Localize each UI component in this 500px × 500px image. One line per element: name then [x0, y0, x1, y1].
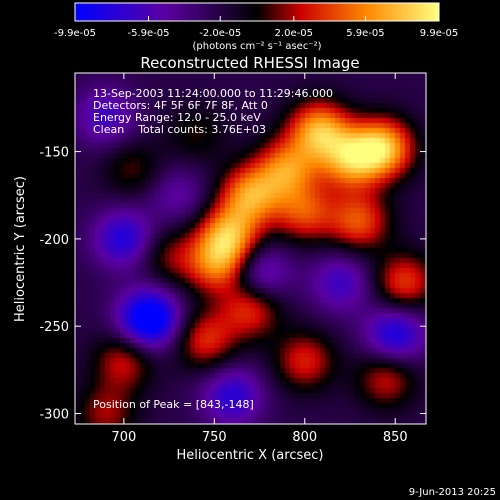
- footer-timestamp: 9-Jun-2013 20:25: [409, 487, 496, 498]
- annotations: 13-Sep-2003 11:24:00.000 to 11:29:46.000…: [93, 87, 333, 411]
- x-tick-label: 800: [292, 430, 317, 445]
- y-tick-label: -150: [39, 146, 69, 161]
- y-axis-label: Heliocentric Y (arcsec): [13, 176, 28, 322]
- x-axis-label: Heliocentric X (arcsec): [177, 448, 324, 463]
- colorbar-tick-label: -9.9e-05: [54, 28, 96, 39]
- chart-title: Reconstructed RHESSI Image: [140, 54, 359, 72]
- colorbar-tick-label: -2.0e-05: [199, 28, 241, 39]
- colorbar: -9.9e-05 -5.9e-05 -2.0e-05 2.0e-05 5.9e-05 9.…: [54, 2, 458, 52]
- annotation-time-range: 13-Sep-2003 11:24:00.000 to 11:29:46.000: [93, 87, 333, 100]
- colorbar-tick-label: 2.0e-05: [275, 28, 313, 39]
- y-tick-label: -250: [39, 320, 69, 335]
- x-tick-label: 750: [202, 430, 227, 445]
- colorbar-tick-label: 9.9e-05: [420, 28, 458, 39]
- colorbar-ticks: -9.9e-05 -5.9e-05 -2.0e-05 2.0e-05 5.9e-05 9.…: [54, 16, 458, 39]
- x-tick-label: 700: [111, 430, 136, 445]
- x-axis: 700 750 800 850: [111, 73, 408, 445]
- annotation-clean: Clean Total counts: 3.76E+03: [93, 123, 266, 136]
- annotation-peak: Position of Peak = [843,-148]: [93, 398, 254, 411]
- heatmap-image: [74, 72, 427, 425]
- annotation-detectors: Detectors: 4F 5F 6F 7F 8F, Att 0: [93, 99, 268, 112]
- y-tick-label: -300: [39, 408, 69, 423]
- colorbar-gradient: [74, 2, 440, 22]
- colorbar-tick-label: 5.9e-05: [346, 28, 384, 39]
- colorbar-tick-label: -5.9e-05: [128, 28, 170, 39]
- annotation-energy: Energy Range: 12.0 - 25.0 keV: [93, 111, 261, 124]
- x-tick-label: 850: [383, 430, 408, 445]
- colorbar-units: (photons cm⁻² s⁻¹ asec⁻²): [192, 41, 321, 52]
- y-axis: -150 -200 -250 -300: [39, 146, 426, 423]
- y-tick-label: -200: [39, 233, 69, 248]
